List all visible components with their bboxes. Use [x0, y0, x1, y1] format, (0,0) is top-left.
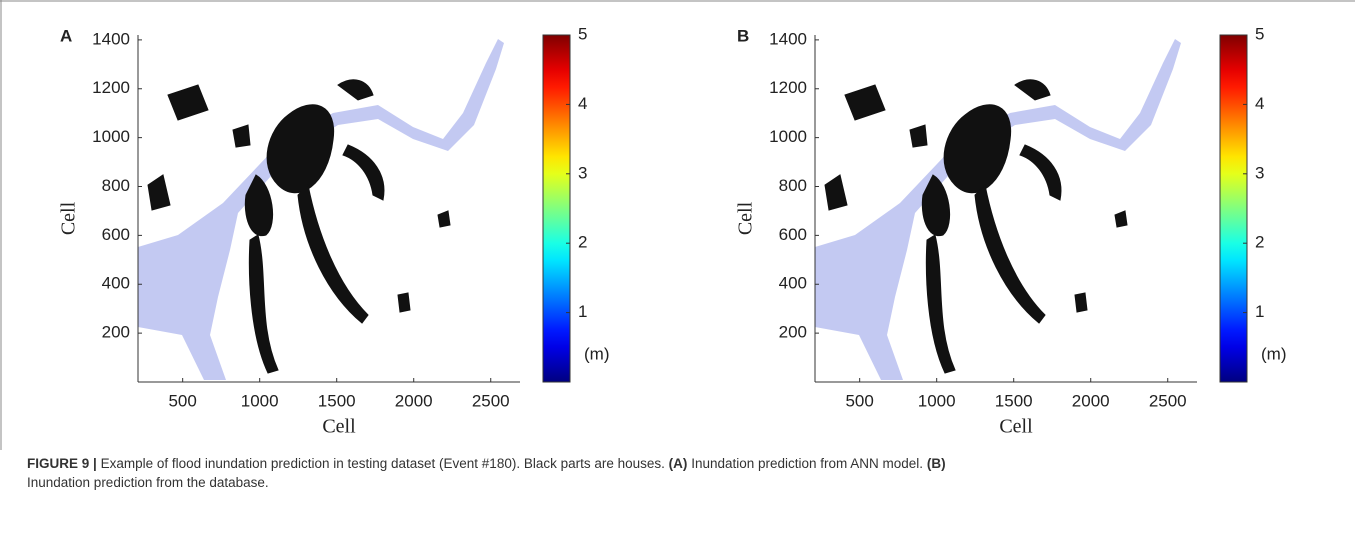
- colorbar-tick-label: 5: [1255, 24, 1264, 43]
- x-tick-label: 2000: [395, 391, 433, 410]
- x-tick-label: 1500: [995, 391, 1033, 410]
- colorbar-tick-label: 3: [578, 163, 587, 182]
- y-tick-label: 1200: [769, 78, 807, 97]
- colorbar-tick-label: 2: [578, 233, 587, 252]
- x-tick-label: 2000: [1072, 391, 1110, 410]
- colorbar-tick-label: 1: [578, 302, 587, 321]
- x-tick-label: 500: [845, 391, 873, 410]
- figure-number: FIGURE 9 |: [27, 456, 97, 471]
- colorbar-tick-label: 4: [1255, 94, 1264, 113]
- panel-label: B: [737, 26, 749, 45]
- colorbar: [1219, 34, 1248, 383]
- caption-text: Example of flood inundation prediction i…: [100, 456, 665, 471]
- x-axis-label: Cell: [322, 416, 356, 438]
- x-tick-label: 1000: [918, 391, 956, 410]
- colorbar-tick-label: 1: [1255, 302, 1264, 321]
- y-axis-label: Cell: [58, 201, 80, 235]
- colorbar-label: (m): [1261, 344, 1286, 363]
- colorbar-tick-label: 2: [1255, 233, 1264, 252]
- colorbar: [542, 34, 571, 383]
- y-tick-label: 1000: [769, 127, 807, 146]
- y-tick-label: 600: [102, 225, 130, 244]
- y-tick-label: 800: [102, 176, 130, 195]
- y-tick-label: 1200: [92, 78, 130, 97]
- colorbar-tick-label: 4: [578, 94, 587, 113]
- y-tick-label: 400: [102, 274, 130, 293]
- x-tick-label: 1000: [241, 391, 279, 410]
- caption-label: (B): [926, 456, 946, 471]
- x-tick-label: 2500: [472, 391, 510, 410]
- y-axis-label: Cell: [735, 201, 757, 235]
- x-tick-label: 2500: [1149, 391, 1187, 410]
- y-tick-label: 600: [779, 225, 807, 244]
- inundation-map: [138, 38, 505, 381]
- panel-label: A: [60, 26, 72, 45]
- y-tick-label: 400: [779, 274, 807, 293]
- caption: FIGURE 9 | Example of flood inundation p…: [27, 454, 1317, 492]
- colorbar-label: (m): [584, 344, 609, 363]
- figure: 500 1000 1500 2000 2500200400600800100012001…: [0, 0, 1355, 450]
- caption-label: (A): [668, 456, 688, 471]
- colorbar-tick-label: 5: [578, 24, 587, 43]
- y-tick-label: 1400: [769, 29, 807, 48]
- y-tick-label: 200: [102, 323, 130, 342]
- caption-text: Inundation prediction from ANN model.: [691, 456, 924, 471]
- y-tick-label: 800: [779, 176, 807, 195]
- colorbar-tick-label: 3: [1255, 163, 1264, 182]
- y-tick-label: 1400: [92, 29, 130, 48]
- y-tick-label: 1000: [92, 127, 130, 146]
- x-axis-label: Cell: [999, 416, 1033, 438]
- caption-text: Inundation prediction from the database.: [27, 475, 269, 490]
- x-tick-label: 1500: [318, 391, 356, 410]
- y-tick-label: 200: [779, 323, 807, 342]
- inundation-map: [815, 38, 1182, 381]
- x-tick-label: 500: [168, 391, 196, 410]
